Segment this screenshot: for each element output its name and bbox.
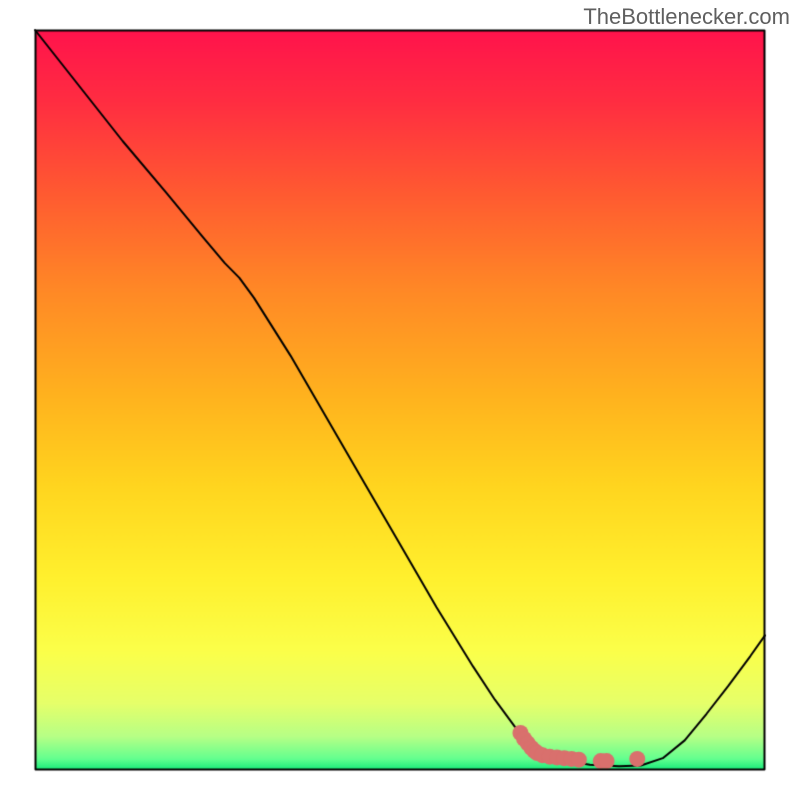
bottleneck-chart-canvas <box>0 0 800 800</box>
chart-container: TheBottlenecker.com <box>0 0 800 800</box>
